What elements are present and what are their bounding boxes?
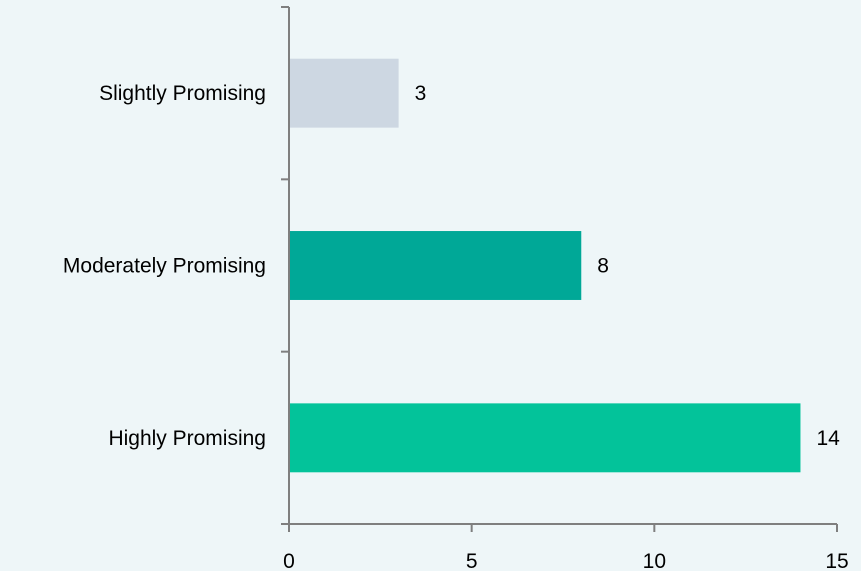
x-tick-label: 5	[466, 550, 478, 571]
x-tick-label: 0	[283, 550, 295, 571]
labels-layer: Highly Promising 14 Moderately Promising 8 S…	[63, 82, 849, 571]
category-label: Slightly Promising	[99, 82, 266, 105]
bar-slightly-promising	[289, 58, 399, 128]
category-label: Highly Promising	[108, 427, 266, 450]
bar-highly-promising	[289, 403, 801, 473]
data-label: 14	[816, 427, 840, 450]
x-tick-label: 15	[825, 550, 848, 571]
category-label: Moderately Promising	[63, 255, 266, 278]
data-label: 8	[597, 255, 609, 278]
x-tick-label: 10	[643, 550, 666, 571]
axes-layer	[281, 6, 838, 532]
bar-moderately-promising	[289, 231, 582, 300]
bars-layer	[289, 58, 801, 473]
data-label: 3	[415, 82, 427, 105]
